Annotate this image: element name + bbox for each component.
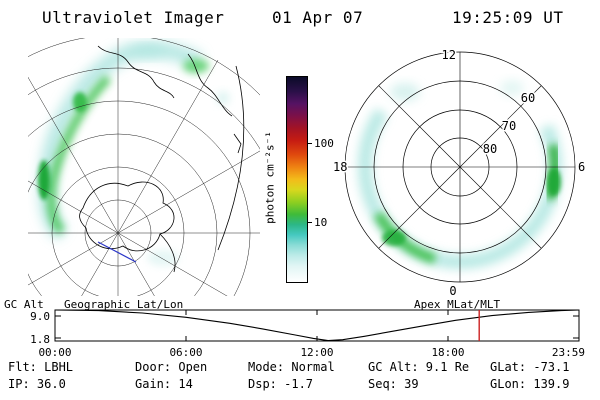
satellite-track — [97, 241, 137, 263]
colorbar-tick-10 — [307, 222, 312, 223]
date-label: 01 Apr 07 — [272, 8, 364, 27]
gc-alt-strip: GC Alt Geographic Lat/Lon Apex MLat/MLT … — [4, 298, 585, 359]
strip-left-caption: Geographic Lat/Lon — [64, 298, 183, 311]
colorbar-tick-label-100: 100 — [314, 137, 334, 150]
aurora-emission-apex — [357, 80, 563, 270]
status-mode: Mode: Normal — [248, 360, 335, 374]
status-seq: Seq: 39 — [368, 377, 419, 391]
strip-ylabel: GC Alt — [4, 298, 44, 311]
xtick-1800: 18:00 — [431, 346, 464, 359]
colorbar-tick-100 — [307, 143, 312, 144]
mlat-label-80: 80 — [483, 142, 497, 156]
colorbar-units-label: photon cm⁻²s⁻¹ — [263, 131, 277, 224]
strip-axis-ticks — [54, 310, 580, 341]
status-dsp: Dsp: -1.7 — [248, 377, 314, 391]
mlt-label-12: 12 — [442, 48, 456, 62]
strip-ymax-label: 9.0 — [30, 310, 50, 323]
mlt-spokes — [345, 52, 575, 282]
mlt-label-18: 18 — [333, 160, 347, 174]
app-title: Ultraviolet Imager — [42, 8, 225, 27]
status-ip: IP: 36.0 — [8, 377, 66, 391]
strip-ymin-label: 1.8 — [30, 333, 50, 346]
latlon-grid — [28, 38, 260, 296]
strip-right-caption: Apex MLat/MLT — [414, 298, 500, 311]
mlt-label-6: 6 — [578, 160, 585, 174]
colorbar — [286, 76, 308, 283]
status-door: Door: Open — [135, 360, 208, 374]
status-glat: GLat: -73.1 — [490, 360, 570, 374]
xtick-0600: 06:00 — [169, 346, 202, 359]
mlat-label-70: 70 — [502, 119, 516, 133]
colorbar-tick-label-10: 10 — [314, 216, 328, 229]
status-glon: GLon: 139.9 — [490, 377, 570, 391]
time-label: 19:25:09 UT — [452, 8, 564, 27]
coastlines — [79, 45, 245, 273]
status-gc-alt: GC Alt: 9.1 Re — [368, 360, 470, 374]
xtick-0000: 00:00 — [38, 346, 71, 359]
mlat-label-60: 60 — [521, 91, 535, 105]
mlt-label-0: 0 — [449, 284, 456, 298]
status-gain: Gain: 14 — [135, 377, 193, 391]
apex-plot-panel: 12 18 6 0 60 70 80 — [332, 47, 587, 299]
geographic-map-panel — [28, 38, 260, 296]
gc-alt-curve — [54, 309, 580, 342]
status-flt: Flt: LBHL — [8, 360, 74, 374]
xtick-1200: 12:00 — [300, 346, 333, 359]
xtick-2359: 23:59 — [552, 346, 585, 359]
